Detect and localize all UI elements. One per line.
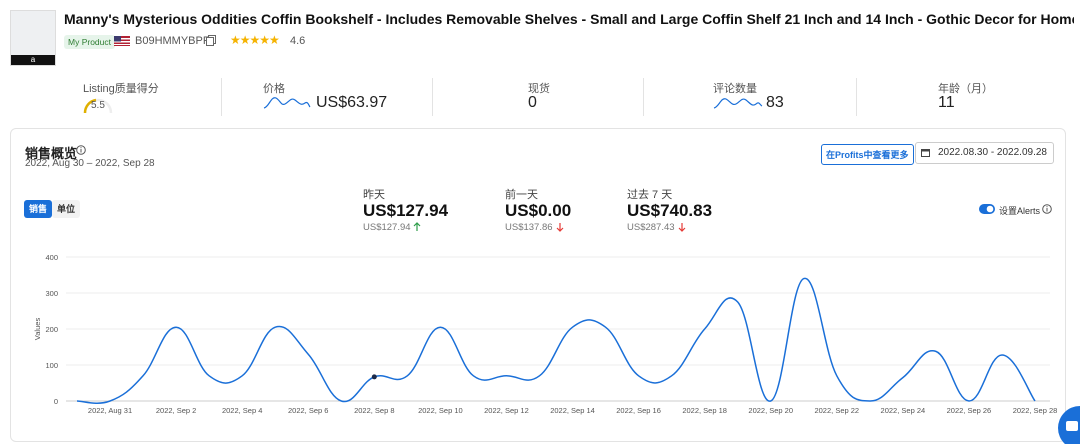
metric-value: 83 — [766, 94, 784, 111]
profits-button[interactable]: 在Profits中查看更多 — [821, 144, 914, 165]
sparkline — [713, 98, 763, 109]
x-tick-label: 2022, Sep 6 — [288, 406, 328, 415]
alerts-switch[interactable] — [979, 204, 995, 214]
y-tick-label: 0 — [54, 397, 58, 406]
divider — [856, 78, 857, 116]
divider — [643, 78, 644, 116]
flag — [114, 36, 130, 46]
badge: My Product — [64, 35, 115, 49]
x-tick-label: 2022, Sep 2 — [156, 406, 196, 415]
x-tick-label: 2022, Sep 16 — [616, 406, 661, 415]
x-tick-label: 2022, Sep 8 — [354, 406, 394, 415]
metric-value: 11 — [938, 94, 955, 111]
amazon-badge: a — [11, 55, 55, 65]
sales-title: 销售概览 — [25, 146, 78, 161]
x-tick-label: 2022, Sep 18 — [682, 406, 727, 415]
chat-button[interactable] — [1046, 406, 1080, 444]
calendar-icon — [921, 149, 930, 157]
date-range: 2022.08.30 - 2022.09.28 — [938, 147, 1047, 158]
divider — [432, 78, 433, 116]
x-tick-label: 2022, Sep 12 — [484, 406, 529, 415]
arrow-down — [556, 223, 564, 232]
stat-compare: US$127.94 — [363, 222, 411, 233]
divider — [221, 78, 222, 116]
line — [76, 277, 1036, 404]
stat-label: 昨天 — [363, 189, 385, 201]
gauge — [83, 98, 113, 114]
metric-label: 现货 — [528, 83, 550, 95]
metric-value: 5.5 — [91, 100, 105, 111]
stat-value: US$0.00 — [505, 201, 572, 220]
sales-range: 2022, Aug 30 – 2022, Sep 28 — [25, 158, 155, 169]
x-tick-label: 2022, Sep 20 — [748, 406, 793, 415]
stat-compare: US$137.86 — [505, 222, 553, 233]
metric-label: 价格 — [263, 83, 285, 95]
y-tick-label: 400 — [45, 253, 58, 262]
sales-card — [10, 128, 1066, 442]
tab[interactable]: 单位 — [52, 200, 80, 218]
info-icon[interactable] — [76, 145, 86, 155]
stat-label: 前一天 — [505, 189, 538, 201]
stat-value: US$127.94 — [363, 201, 449, 220]
metric-value: 0 — [528, 94, 537, 111]
alerts-label: 设置Alerts — [999, 206, 1041, 216]
y-axis-label: Values — [33, 318, 42, 341]
tab-active[interactable]: 销售 — [24, 200, 52, 218]
x-tick-label: 2022, Sep 24 — [881, 406, 926, 415]
copy-icon[interactable] — [206, 35, 216, 46]
x-tick-label: 2022, Sep 26 — [947, 406, 992, 415]
metric-value: US$63.97 — [316, 94, 388, 111]
stars: ★★★★★ — [230, 33, 280, 47]
metric-label: 年龄（月） — [938, 83, 993, 95]
y-tick-label: 100 — [45, 361, 58, 370]
x-tick-label: 2022, Sep 28 — [1013, 406, 1058, 415]
x-tick-label: 2022, Aug 31 — [88, 406, 132, 415]
highlight-point — [371, 374, 377, 380]
thumbnail[interactable]: a — [10, 10, 56, 66]
metric-label: Listing质量得分 — [83, 83, 159, 95]
x-tick-label: 2022, Sep 22 — [814, 406, 859, 415]
stat-label: 过去 7 天 — [627, 189, 673, 201]
product-title: Manny's Mysterious Oddities Coffin Books… — [64, 11, 1074, 27]
x-tick-label: 2022, Sep 10 — [418, 406, 463, 415]
y-tick-label: 300 — [45, 289, 58, 298]
date-picker[interactable] — [915, 142, 1054, 164]
asin: B09HMMYBPF — [135, 35, 210, 47]
arrow-up — [413, 222, 421, 231]
x-tick-label: 2022, Sep 14 — [550, 406, 595, 415]
y-tick-label: 200 — [45, 325, 58, 334]
stat-value: US$740.83 — [627, 201, 713, 220]
info-icon[interactable] — [1042, 204, 1052, 214]
stat-compare: US$287.43 — [627, 222, 675, 233]
sparkline — [263, 97, 311, 109]
metric-label: 评论数量 — [713, 83, 757, 95]
arrow-down — [678, 223, 686, 232]
rating: 4.6 — [290, 35, 306, 47]
x-tick-label: 2022, Sep 4 — [222, 406, 262, 415]
